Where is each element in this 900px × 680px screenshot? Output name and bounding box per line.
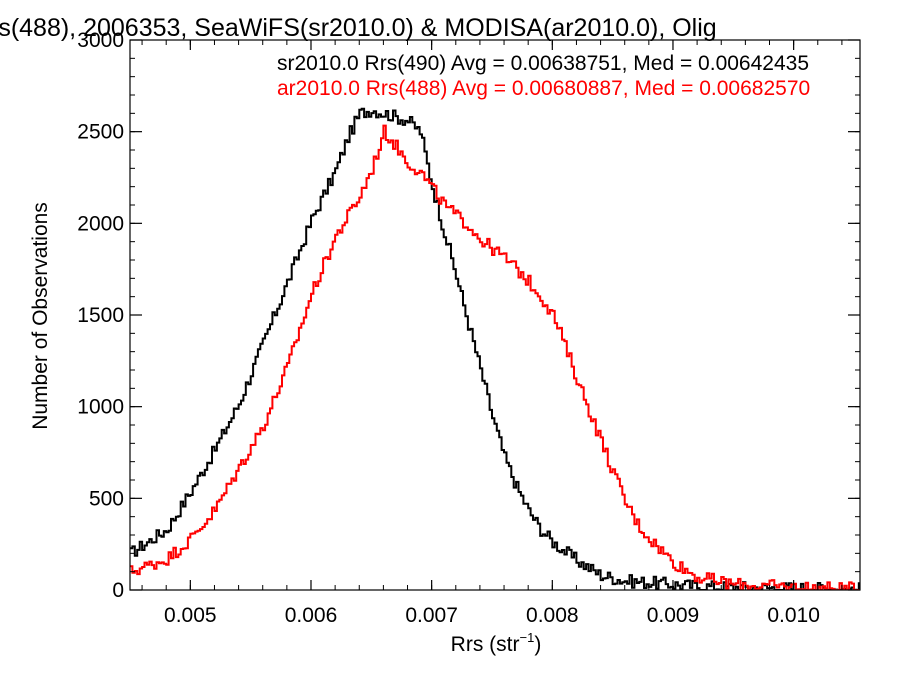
legend-entry-2: ar2010.0 Rrs(488) Avg = 0.00680887, Med … (277, 77, 810, 100)
x-axis-label: Rrs (str−1) (451, 630, 542, 656)
legend-entry-1: sr2010.0 Rrs(490) Avg = 0.00638751, Med … (277, 52, 809, 75)
x-tick-label: 0.006 (285, 604, 338, 627)
chart-title: rs(488), 2006353, SeaWiFS(sr2010.0) & MO… (0, 14, 717, 42)
y-tick-label: 500 (89, 487, 124, 510)
y-tick-label: 2500 (77, 121, 124, 144)
y-tick-label: 3000 (77, 29, 124, 52)
y-axis-label: Number of Observations (29, 202, 52, 430)
x-tick-label: 0.009 (647, 604, 700, 627)
x-axis-label-main: Rrs (str (451, 633, 520, 656)
x-tick-label: 0.007 (405, 604, 458, 627)
plot-frame (129, 39, 861, 591)
x-tick-label: 0.008 (526, 604, 579, 627)
series-line-1 (130, 107, 860, 590)
y-tick-label: 1000 (77, 396, 124, 419)
x-tick-label: 0.005 (164, 604, 217, 627)
x-axis-label-superscript: −1 (520, 630, 535, 645)
y-tick-label: 0 (112, 579, 124, 602)
y-tick-label: 1500 (77, 304, 124, 327)
series-line-2 (130, 124, 860, 590)
x-axis-label-close: ) (534, 633, 541, 656)
y-tick-label: 2000 (77, 212, 124, 235)
x-tick-label: 0.010 (767, 604, 820, 627)
